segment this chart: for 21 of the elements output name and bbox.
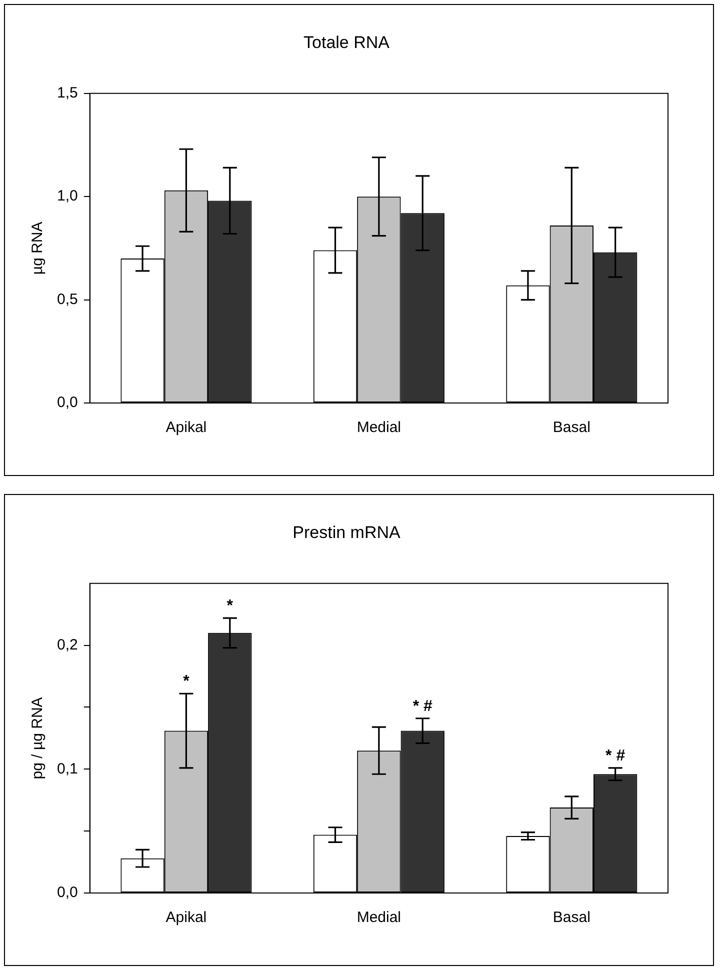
- x-tick-label: Medial: [356, 419, 402, 436]
- x-tick-label: Basal: [552, 909, 590, 926]
- data-label: * #: [412, 698, 432, 715]
- x-tick-label: Basal: [552, 419, 590, 436]
- y-tick-label: 1,5: [56, 84, 78, 102]
- y-tick-label: 1,0: [56, 188, 78, 205]
- y-tick-label: 0,5: [56, 290, 78, 308]
- y-tick-label: 0,0: [56, 884, 78, 902]
- data-label: *: [183, 673, 190, 690]
- y-tick-label: 0,0: [56, 394, 78, 412]
- chart-title: Prestin mRNA: [292, 522, 402, 542]
- y-tick-label: 0,1: [56, 760, 78, 778]
- y-axis-title: pg / µg RNA: [29, 697, 46, 780]
- x-tick-label: Apikal: [166, 909, 207, 926]
- x-tick-label: Apikal: [166, 419, 207, 436]
- y-axis-title: µg RNA: [29, 222, 46, 275]
- data-label: * #: [606, 747, 626, 764]
- x-tick-label: Medial: [356, 909, 402, 926]
- chart-title: Totale RNA: [304, 32, 390, 52]
- y-tick-label: 0,2: [56, 636, 78, 654]
- data-label: *: [226, 597, 234, 614]
